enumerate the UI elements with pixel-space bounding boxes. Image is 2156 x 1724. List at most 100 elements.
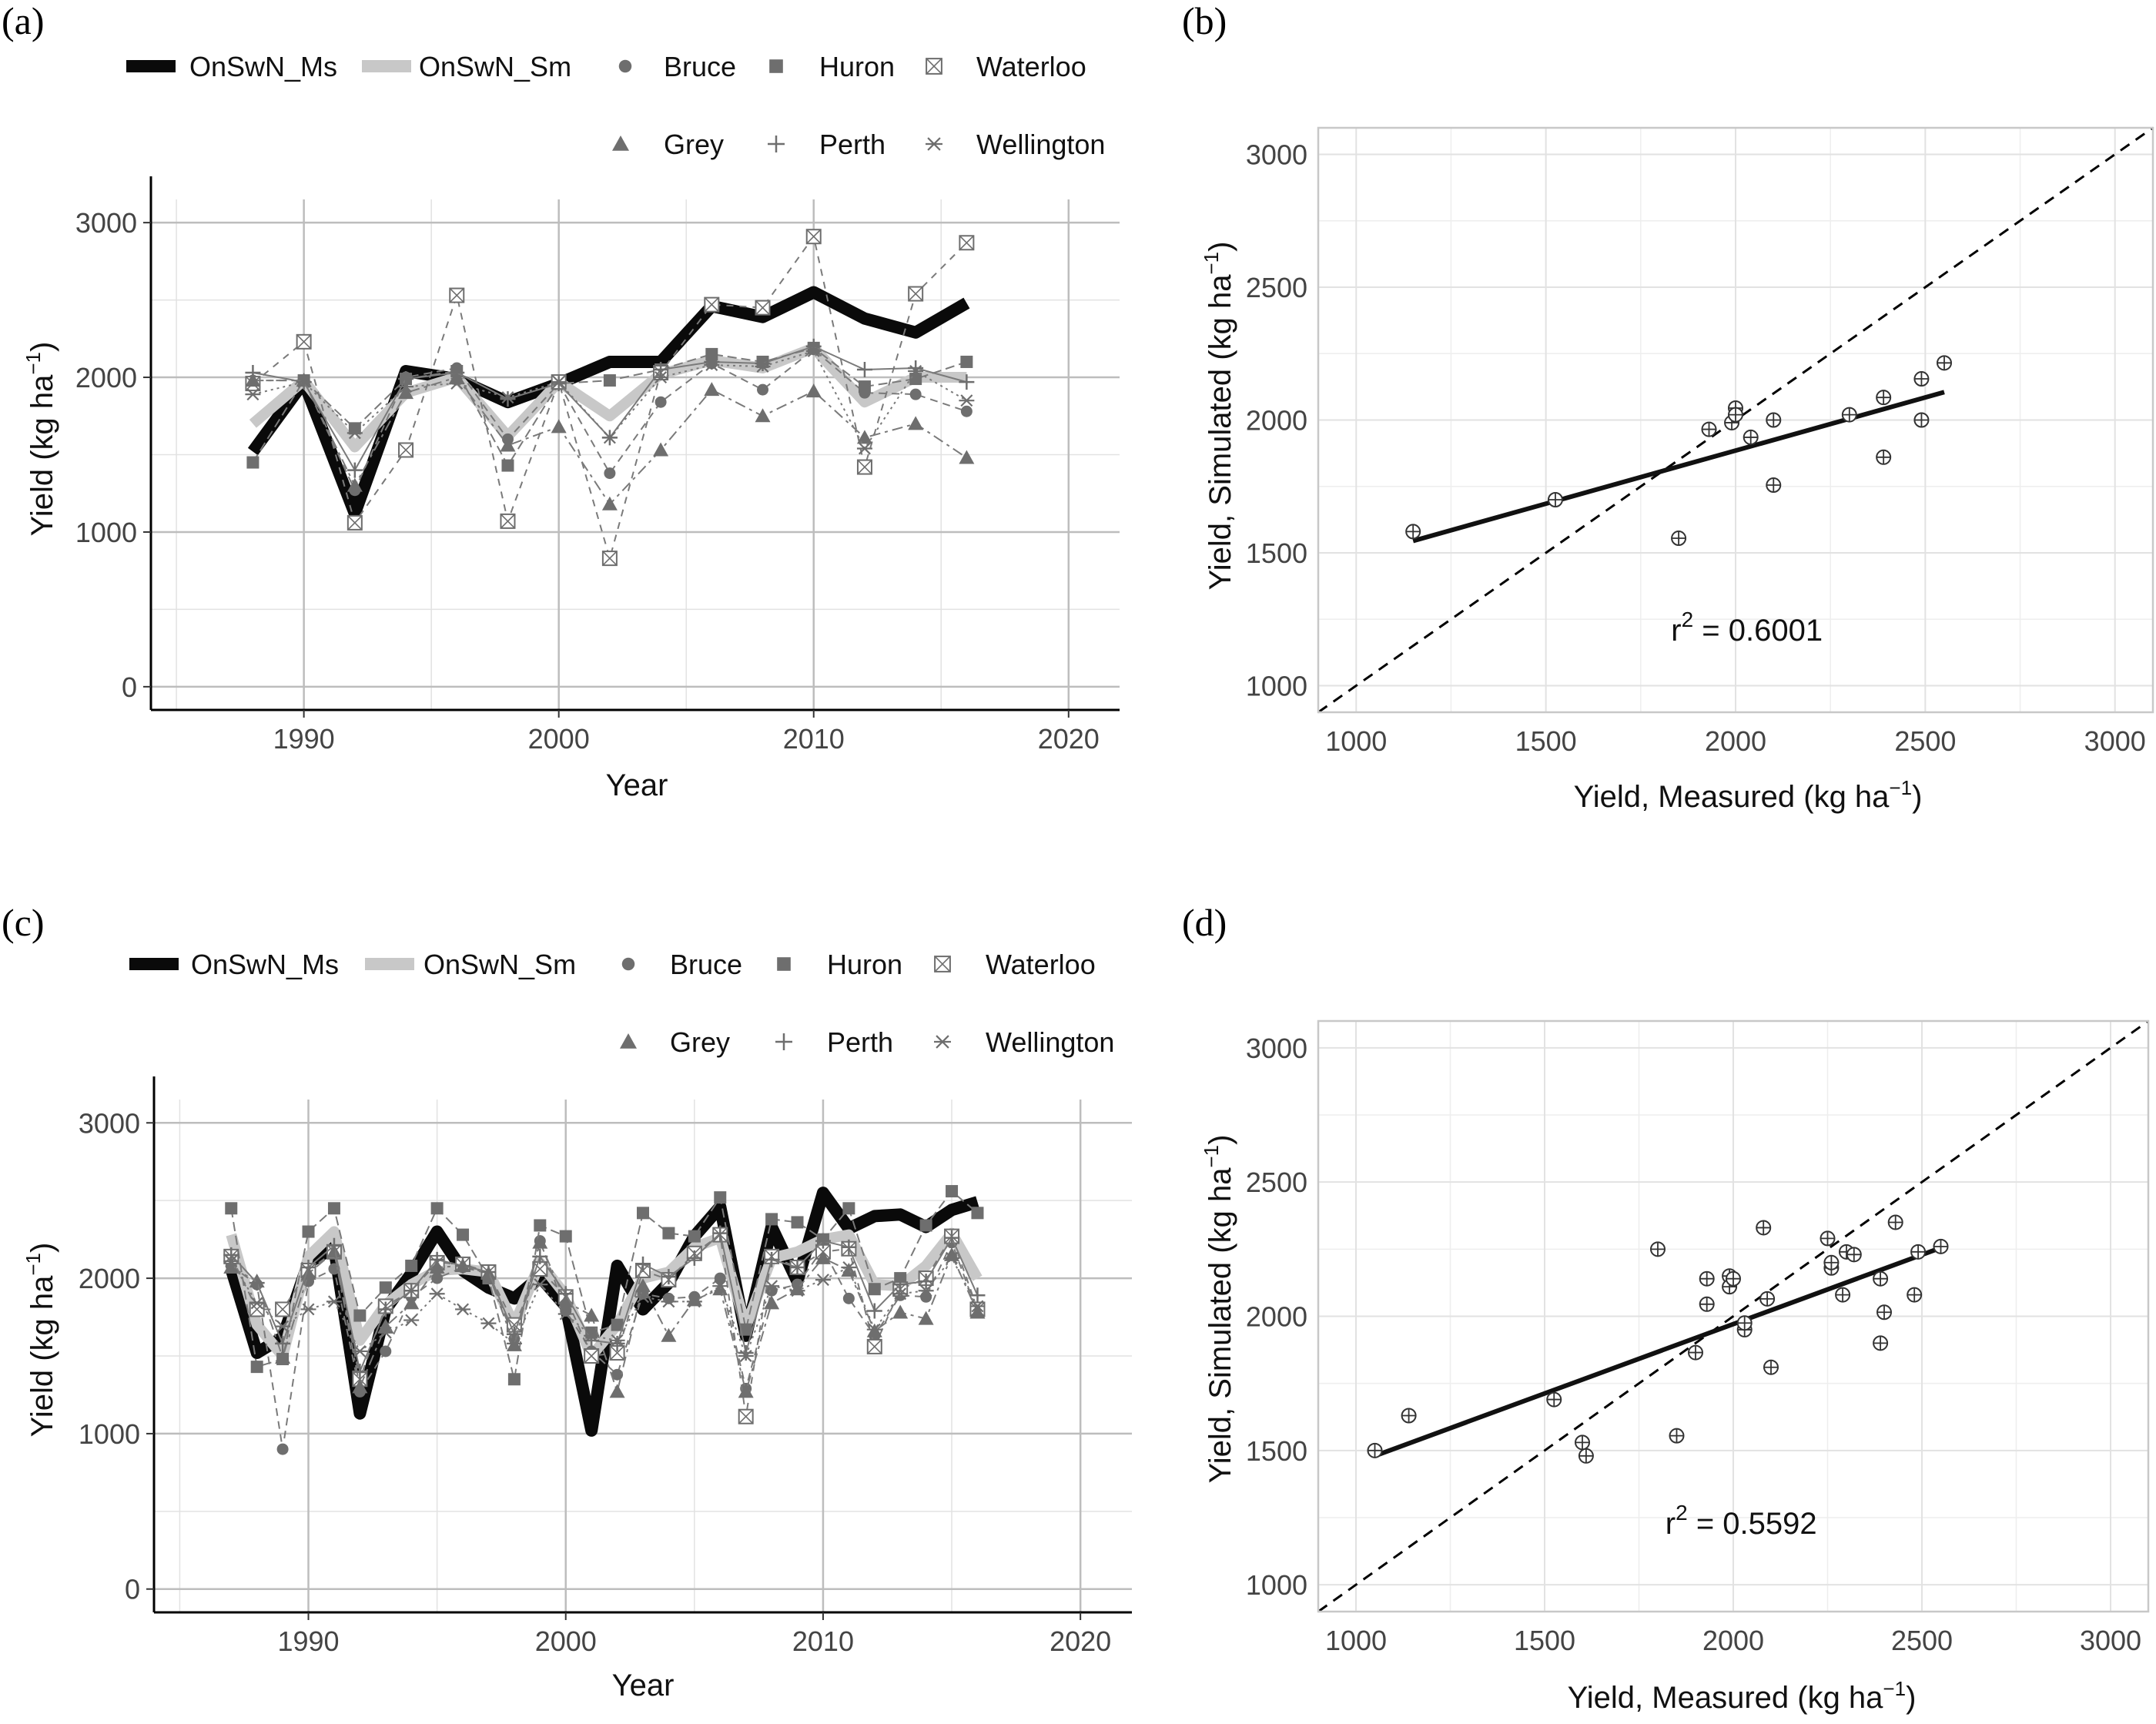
d-point (1887, 1214, 1903, 1230)
c-series-perth-point (712, 1225, 728, 1241)
c-series-waterloo-point-cross (867, 1339, 882, 1354)
c-series-perth-point (738, 1344, 754, 1361)
c-series-grey-point (223, 1259, 239, 1274)
c-series-perth-point (557, 1286, 574, 1302)
c-series-huron-point (637, 1207, 649, 1220)
c-series-perth-point-shape (686, 1250, 702, 1266)
panel-c-grid (154, 1100, 1132, 1612)
c-x-tick-label: 2010 (792, 1625, 854, 1657)
a-series-grey-point (908, 416, 924, 430)
c-series-perth-point (300, 1259, 316, 1275)
a-series-wellington-point-shape (704, 358, 720, 371)
b-x-tick-label: 2500 (1894, 725, 1956, 757)
c-series-grey-point-shape (223, 1259, 239, 1274)
a-series-grey-point (959, 450, 975, 464)
c-series-huron-line (230, 1190, 979, 1380)
c-series-wellington-point-shape (866, 1323, 882, 1336)
a-series-huron-point (348, 422, 361, 435)
c-series-perth-point (764, 1251, 780, 1267)
c-series-wellington-point (584, 1329, 600, 1342)
b-panel-border (1317, 126, 2154, 714)
panel-c-x-axis-title: Year (612, 1669, 675, 1702)
a-y-tick-label: 1000 (75, 517, 137, 548)
panel-a-legend: OnSwN_Ms OnSwN_Sm Bruce Huron Waterloo Grey Pe… (126, 51, 1105, 160)
c-y-tick-label: 3000 (79, 1107, 140, 1139)
c-series-huron-point (765, 1213, 778, 1226)
panel-b-x-axis-title: Yield, Measured (kg ha−1) (1574, 776, 1923, 814)
a-series-wellington-point (908, 365, 924, 377)
c-series-perth-point (506, 1326, 522, 1342)
c-series-perth-point (866, 1303, 882, 1319)
c-legend-waterloo-label: Waterloo (986, 949, 1096, 980)
c-series-perth-point-shape (866, 1303, 882, 1319)
a-series-perth-point (653, 362, 669, 377)
c-series-perth-point (352, 1364, 368, 1380)
a-series-perth-point-shape (500, 391, 516, 407)
panel-letter-c: (c) (2, 901, 45, 944)
d-point-cross (1575, 1435, 1589, 1450)
c-series-bruce-point (431, 1272, 444, 1284)
a-series-perth-point (398, 371, 414, 387)
c-series-huron-point-shape (534, 1219, 547, 1232)
d-point-cross (1888, 1215, 1903, 1230)
a-series-waterloo-point-cross (806, 229, 822, 244)
c-series-perth-point (480, 1264, 497, 1280)
c-series-waterloo-point-cross (275, 1301, 290, 1317)
c-series-huron-point (611, 1318, 624, 1331)
b-point-cross (1937, 356, 1951, 370)
c-legend-wellington-key-shape (934, 1035, 951, 1049)
a-series-waterloo-point (805, 229, 822, 245)
panel-d-axes: 1000 1500 2000 2500 3000 1000 1500 2000 2500 3000 (1246, 1019, 2150, 1656)
a-series-bruce-point (909, 388, 922, 400)
a-series-bruce-point (604, 467, 616, 480)
d-point-cross (1401, 1408, 1416, 1423)
c-series-wellington-point-shape (944, 1251, 960, 1264)
c-series-wellington-point-shape (300, 1303, 316, 1316)
c-series-perth-point (944, 1230, 960, 1246)
a-series-onswn-ms-line (247, 286, 970, 520)
c-series-wellington-point-shape (738, 1350, 754, 1362)
c-series-wellington-point (300, 1303, 316, 1316)
c-legend-grey-label: Grey (670, 1026, 730, 1058)
a-series-bruce-point (757, 383, 769, 396)
c-x-tick-label: 2000 (535, 1625, 597, 1657)
c-series-waterloo-point (249, 1301, 265, 1317)
a-legend-huron-label: Huron (819, 51, 895, 82)
c-series-perth-point-shape (944, 1230, 960, 1246)
panel-a-axes: 1990 2000 2010 2020 0 1000 2000 3000 (75, 176, 1120, 755)
d-point-cross (1651, 1242, 1665, 1257)
a-series-grey-point-shape (908, 416, 924, 430)
d-point (1873, 1270, 1889, 1287)
c-series-perth-point (609, 1335, 625, 1351)
d-point (1933, 1238, 1949, 1254)
d-y-tick-label: 2500 (1246, 1167, 1307, 1198)
a-series-waterloo-point-cross (398, 442, 413, 458)
a-series-perth-point-shape (653, 362, 669, 377)
c-series-wellington-point-shape (815, 1274, 831, 1287)
d-point (1575, 1434, 1590, 1451)
a-series-huron-point-shape (603, 374, 616, 387)
c-series-grey-point (738, 1384, 754, 1398)
a-series-bruce-point-shape (654, 396, 667, 408)
c-series-wellington-point-shape (532, 1278, 548, 1291)
c-series-waterloo-point-cross (584, 1348, 599, 1364)
d-point (1367, 1442, 1383, 1458)
c-series-huron-point (379, 1281, 392, 1294)
a-series-waterloo-point-cross (857, 460, 872, 475)
d-point-cross (1699, 1297, 1714, 1311)
c-series-perth-point-shape (275, 1335, 291, 1351)
a-series-waterloo-point-cross (959, 235, 974, 250)
c-series-grey-point-shape (352, 1379, 368, 1394)
a-series-huron-point (246, 456, 259, 469)
c-series-grey-point-shape (738, 1384, 754, 1398)
a-series-grey-point-shape (856, 430, 872, 444)
a-series-wellington-point-shape (908, 365, 924, 377)
a-series-grey-point (398, 385, 414, 400)
a-series-wellington-point-shape (398, 380, 414, 393)
a-series-grey-point-shape (500, 437, 516, 452)
d-point (1688, 1344, 1703, 1361)
c-series-huron-point-shape (868, 1283, 881, 1296)
c-series-grey-point (969, 1304, 986, 1319)
a-series-grey-point (500, 437, 516, 452)
b-point (1937, 355, 1952, 371)
